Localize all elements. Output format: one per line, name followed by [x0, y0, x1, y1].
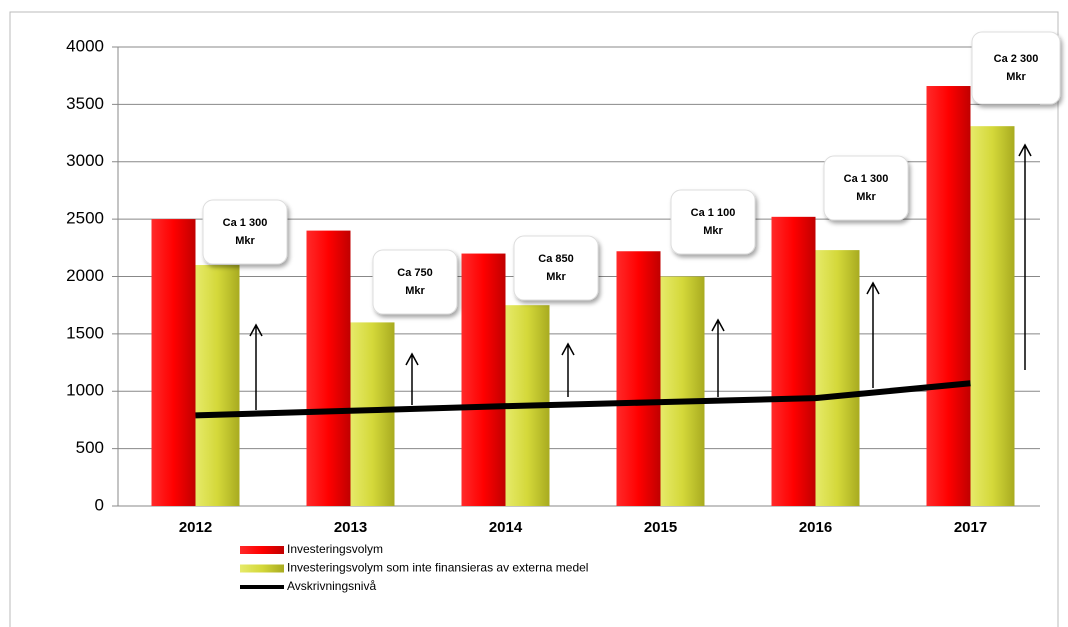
bar	[970, 126, 1015, 507]
x-tick-label: 2015	[644, 519, 677, 536]
y-tick-label: 2000	[66, 266, 104, 285]
callout-box	[670, 189, 756, 255]
x-tick-label: 2014	[489, 519, 523, 536]
legend-swatch	[240, 546, 284, 554]
bar	[616, 251, 661, 506]
bar	[926, 86, 971, 506]
callout-box	[513, 235, 599, 301]
x-tick-label: 2013	[334, 519, 367, 536]
callout-text: Ca 1 300	[844, 173, 889, 185]
y-tick-label: 3000	[66, 151, 104, 170]
callout-text: Mkr	[1006, 71, 1026, 83]
x-tick-label: 2012	[179, 519, 212, 536]
bar	[461, 253, 506, 506]
x-tick-label: 2017	[954, 519, 987, 536]
callout-text: Mkr	[405, 285, 425, 297]
bar	[660, 276, 705, 506]
x-tick-label: 2016	[799, 519, 832, 536]
callout-box	[823, 155, 909, 221]
bar	[195, 265, 240, 506]
callout-text: Mkr	[856, 191, 876, 203]
callout-box	[202, 199, 288, 265]
callout-box	[971, 31, 1061, 105]
legend-label: Avskrivningsnivå	[287, 579, 376, 593]
arrow	[1018, 143, 1032, 370]
legend-label: Investeringsvolym som inte finansieras a…	[287, 561, 588, 575]
arrow	[866, 281, 880, 388]
callout-text: Mkr	[703, 225, 723, 237]
bar	[771, 216, 816, 506]
legend-label: Investeringsvolym	[287, 542, 383, 556]
callout-text: Ca 2 300	[994, 53, 1039, 65]
bar	[151, 219, 196, 506]
legend-swatch	[240, 585, 284, 589]
y-tick-label: 3500	[66, 94, 104, 113]
y-tick-label: 2500	[66, 209, 104, 228]
callout-text: Mkr	[235, 235, 255, 247]
bar	[815, 250, 860, 506]
arrow	[561, 342, 575, 397]
arrow	[249, 323, 263, 410]
y-tick-label: 1500	[66, 323, 104, 342]
y-tick-label: 500	[76, 438, 104, 457]
callout-text: Ca 1 100	[691, 207, 736, 219]
bar	[350, 322, 395, 506]
frame	[9, 11, 1059, 627]
y-tick-label: 1000	[66, 381, 104, 400]
callout-text: Ca 1 300	[223, 217, 268, 229]
grid	[112, 46, 1040, 507]
bar	[306, 230, 351, 506]
callout-box	[372, 249, 458, 315]
arrow	[405, 352, 419, 405]
arrow	[711, 318, 725, 397]
y-tick-label: 4000	[66, 36, 104, 55]
callout-text: Ca 850	[538, 253, 573, 265]
callout-text: Ca 750	[397, 267, 432, 279]
callout-text: Mkr	[546, 271, 566, 283]
line	[195, 380, 971, 419]
y-tick-label: 0	[95, 495, 104, 514]
legend-swatch	[240, 564, 284, 573]
arrows	[249, 143, 1032, 410]
